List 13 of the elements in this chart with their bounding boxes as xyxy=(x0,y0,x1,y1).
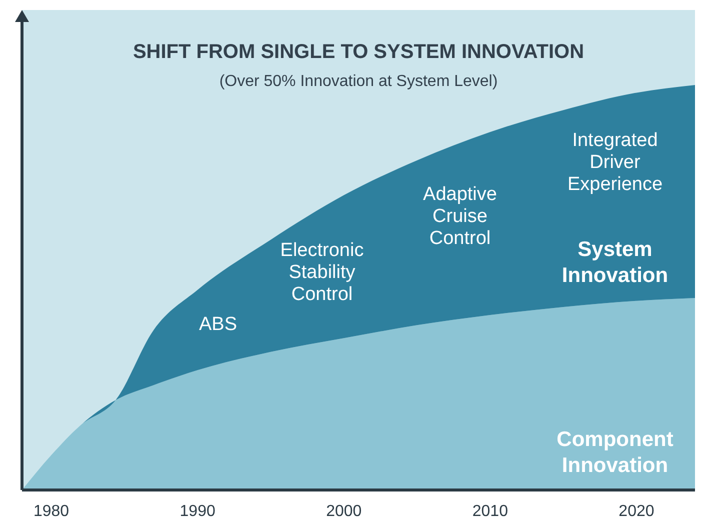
annotation: ABS xyxy=(198,314,238,335)
x-tick-label: 2000 xyxy=(326,503,362,520)
series-label: Component Innovation xyxy=(556,428,674,477)
chart-subtitle: (Over 50% Innovation at System Level) xyxy=(219,73,498,90)
annotation: Electronic Stability Control xyxy=(280,240,364,305)
x-tick-label: 2020 xyxy=(618,503,654,520)
annotation: Integrated Driver Experience xyxy=(567,130,663,195)
annotation: Adaptive Cruise Control xyxy=(423,184,497,249)
chart-title: SHIFT FROM SINGLE TO SYSTEM INNOVATION xyxy=(132,41,584,63)
x-tick-label: 1980 xyxy=(33,503,70,520)
x-tick-label: 2010 xyxy=(472,503,508,520)
x-tick-label: 1990 xyxy=(180,503,216,520)
series-label: System Innovation xyxy=(562,238,668,287)
